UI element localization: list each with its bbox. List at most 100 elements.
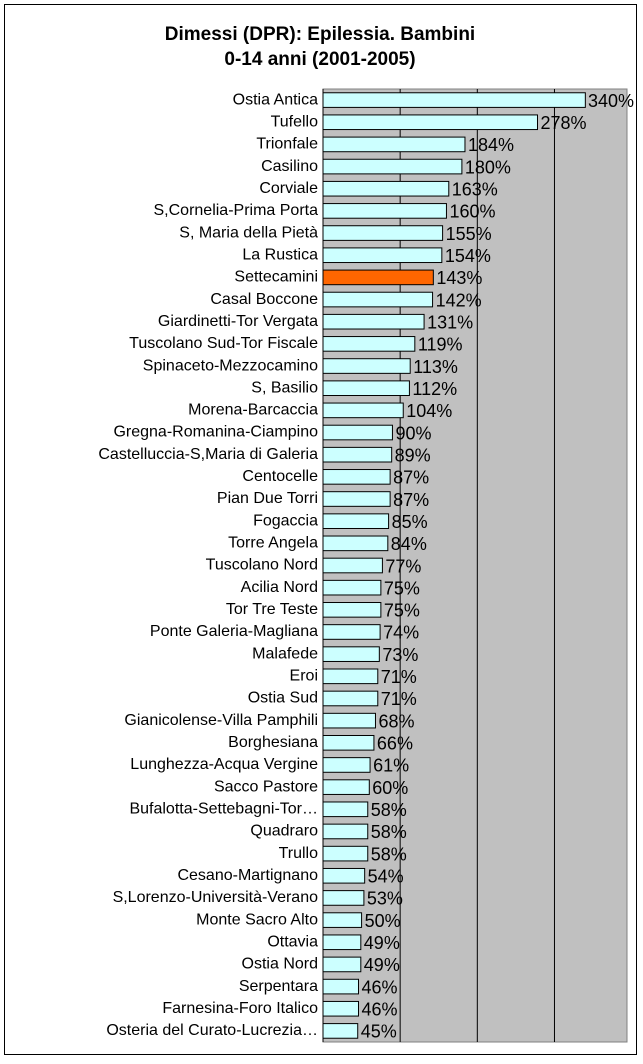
value-label: 84% (391, 534, 427, 554)
value-label: 75% (384, 578, 420, 598)
value-label: 61% (373, 756, 409, 776)
y-tick-label: Sacco Pastore (214, 778, 318, 795)
y-tick-label: La Rustica (242, 246, 318, 263)
y-tick-label: Gregna-Romanina-Ciampino (113, 424, 318, 441)
bar (322, 801, 369, 818)
value-label: 184% (468, 135, 514, 155)
y-tick-label: Casal Boccone (210, 291, 318, 308)
value-label: 143% (436, 268, 482, 288)
value-label: 278% (540, 113, 586, 133)
value-label: 85% (392, 512, 428, 532)
bar (322, 757, 371, 773)
value-label: 58% (371, 800, 407, 820)
value-label: 340% (588, 91, 634, 111)
y-tick-label: S,Lorenzo-Università-Verano (113, 889, 319, 906)
value-label: 46% (361, 1000, 397, 1020)
y-tick-label: Ostia Antica (233, 91, 318, 108)
value-label: 49% (364, 955, 400, 975)
y-tick-label: Trullo (279, 845, 319, 862)
value-label: 74% (383, 623, 419, 643)
y-tick-label: Lunghezza-Acqua Vergine (130, 756, 318, 773)
y-tick-label: Tuscolano Sud-Tor Fiscale (129, 335, 318, 352)
y-tick-label: Trionfale (256, 136, 318, 153)
value-label: 87% (393, 468, 429, 488)
value-label: 154% (445, 246, 491, 266)
y-tick-label: Giardinetti-Tor Vergata (158, 313, 318, 330)
value-label: 142% (436, 290, 482, 310)
value-label: 155% (446, 224, 492, 244)
value-label: 180% (465, 157, 511, 177)
bar (322, 92, 586, 108)
bar (322, 402, 404, 419)
bar (322, 336, 416, 352)
bar (322, 646, 380, 662)
bar (322, 469, 391, 485)
bar (322, 712, 376, 729)
bar (322, 579, 382, 596)
y-tick-label: Ostia Sud (248, 690, 318, 707)
value-label: 90% (395, 423, 431, 443)
bar (322, 180, 450, 197)
bar (322, 535, 389, 552)
y-tick-label: Morena-Barcaccia (188, 402, 318, 419)
y-tick-label: Spinaceto-Mezzocamino (143, 357, 318, 374)
value-label: 54% (368, 867, 404, 887)
y-tick-label: Ostia Nord (242, 956, 318, 973)
value-label: 73% (382, 645, 418, 665)
value-label: 160% (449, 202, 495, 222)
value-label: 66% (377, 734, 413, 754)
bar (322, 380, 410, 397)
bar (322, 734, 375, 751)
y-tick-label: Monte Sacro Alto (196, 911, 318, 928)
value-label: 60% (372, 778, 408, 798)
bar (322, 978, 359, 995)
value-label: 53% (367, 889, 403, 909)
y-tick-label: Borghesiana (228, 734, 318, 751)
y-tick-label: Acilia Nord (241, 579, 318, 596)
y-tick-label: Fogaccia (253, 512, 318, 529)
bar (322, 823, 369, 840)
value-label: 77% (385, 556, 421, 576)
bar (322, 668, 379, 685)
value-label: 46% (361, 977, 397, 997)
bar (322, 690, 379, 707)
y-tick-label: Quadraro (250, 823, 318, 840)
bar (322, 602, 382, 618)
value-label: 50% (365, 911, 401, 931)
bar (322, 912, 363, 928)
y-tick-label: Serpentara (239, 978, 318, 995)
y-tick-label: Tufello (271, 113, 319, 130)
y-tick-label: S, Basilio (251, 379, 318, 396)
bar (322, 225, 444, 241)
bar (322, 446, 393, 463)
bar (322, 358, 411, 374)
bar (322, 934, 362, 951)
value-label: 163% (452, 179, 498, 199)
bar (322, 114, 538, 131)
bar (322, 247, 443, 264)
y-tick-label: Tuscolano Nord (206, 557, 318, 574)
y-tick-label: Farnesina-Foro Italico (162, 1000, 318, 1017)
y-tick-label: Tor Tre Teste (226, 601, 318, 618)
y-tick-label: Ottavia (267, 933, 318, 950)
bar (322, 136, 466, 153)
y-tick-label: Settecamini (234, 269, 318, 286)
y-tick-label: Bufalotta-Settebagni-Tor… (129, 801, 318, 818)
value-label: 131% (427, 312, 473, 332)
y-tick-label: Centocelle (242, 468, 318, 485)
y-tick-label: Castelluccia-S,Maria di Galeria (98, 446, 318, 463)
bar (322, 491, 391, 507)
bar (322, 867, 366, 884)
value-label: 68% (378, 711, 414, 731)
value-label: 71% (381, 689, 417, 709)
bar (322, 158, 463, 175)
value-label: 104% (406, 401, 452, 421)
value-label: 119% (418, 335, 463, 355)
bar (322, 291, 434, 308)
bar (322, 557, 383, 574)
value-label: 75% (384, 601, 420, 621)
value-label: 58% (371, 844, 407, 864)
y-tick-label: Corviale (259, 180, 318, 197)
y-tick-label: Cesano-Martignano (177, 867, 318, 884)
value-label: 71% (381, 667, 417, 687)
